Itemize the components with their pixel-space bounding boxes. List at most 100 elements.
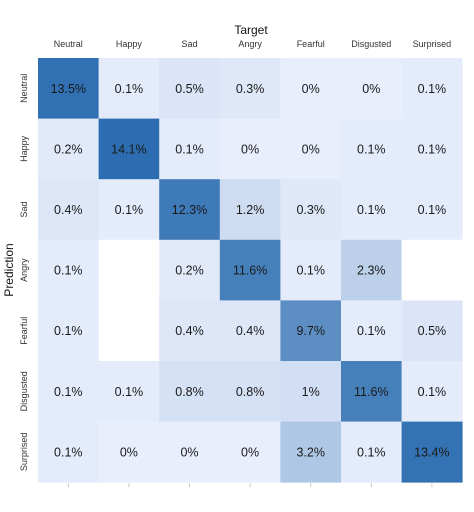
heatmap-cell (38, 179, 99, 241)
cell-value-label: 12.3% (172, 203, 207, 217)
cell-value-label: 0.1% (418, 82, 447, 96)
heatmap-cell (219, 361, 281, 422)
heatmap-cell (280, 300, 342, 362)
heatmap-cell (159, 58, 221, 119)
cell-value-label: 0.3% (236, 82, 265, 96)
heatmap-cell (38, 361, 99, 422)
x-axis-ticks: Neutral Happy Sad Angry Fearful Disgusted Surp… (54, 39, 451, 488)
heatmap-cell (341, 58, 402, 119)
cell-value-label: 0.1% (418, 142, 447, 156)
cell-value-label: 0.1% (357, 445, 386, 459)
cell-value-label: 0% (362, 82, 380, 96)
cell-value-label: 0.1% (54, 324, 83, 338)
heatmap-cell (401, 58, 463, 119)
cell-value-label: 0.3% (296, 203, 325, 217)
x-tick-label: Fearful (297, 39, 325, 49)
x-tick-label: Disgusted (351, 39, 391, 49)
heatmap-cell (401, 300, 463, 362)
heatmap-cell (341, 118, 402, 180)
cell-value-label: 0.1% (54, 264, 83, 278)
y-tick-label: Fearful (19, 317, 29, 345)
y-tick-label: Surprised (19, 433, 29, 472)
heatmap-cell (219, 421, 281, 483)
heatmap-cell (401, 179, 463, 241)
cell-value-label: 0% (180, 445, 198, 459)
heatmap-cell (401, 118, 463, 180)
heatmap-cell (341, 239, 402, 301)
cell-value-label: 1% (302, 385, 320, 399)
heatmap-cell (98, 58, 160, 119)
cell-value-label: 3.2% (296, 445, 325, 459)
cell-value-label: 0.1% (115, 203, 144, 217)
heatmap-cell (280, 118, 342, 180)
cell-value-label: 0.1% (296, 264, 325, 278)
heatmap-cell (219, 300, 281, 362)
heatmap-cell (219, 118, 281, 180)
heatmap-cell (38, 58, 99, 119)
heatmap-cell (401, 421, 463, 483)
cell-value-label: 9.7% (296, 324, 325, 338)
x-tick-label: Happy (116, 39, 143, 49)
heatmap-cell-labels: 13.5% 0.1% 0.5% 0.3% 0% 0% 0.1% 0.2% 14.1% 0.1% 0%… (51, 82, 450, 460)
heatmap-cell (98, 179, 160, 241)
cell-value-label: 0.1% (418, 385, 447, 399)
cell-value-label: 13.5% (51, 82, 86, 96)
cell-value-label: 1.2% (236, 203, 265, 217)
heatmap-cell (341, 361, 402, 422)
heatmap-cell (159, 361, 221, 422)
heatmap-cell (280, 361, 342, 422)
heatmap-cell (159, 118, 221, 180)
heatmap-cell (280, 179, 342, 241)
cell-value-label: 0.1% (54, 385, 83, 399)
cell-value-label: 14.1% (111, 142, 146, 156)
cell-value-label: 0.4% (236, 324, 265, 338)
heatmap-cell (341, 300, 402, 362)
x-tick-label: Sad (181, 39, 197, 49)
cell-value-label: 13.4% (414, 445, 449, 459)
y-tick-label: Sad (19, 201, 29, 217)
cell-value-label: 0.5% (418, 324, 447, 338)
heatmap-cell (38, 239, 99, 301)
cell-value-label: 0.5% (175, 82, 204, 96)
x-axis-title: Target (234, 23, 268, 37)
cell-value-label: 0.4% (175, 324, 204, 338)
heatmap-cell (38, 118, 99, 180)
heatmap-cell (401, 239, 463, 301)
heatmap-cell (280, 421, 342, 483)
heatmap-cell (98, 239, 160, 301)
cell-value-label: 0% (241, 142, 259, 156)
cell-value-label: 0% (302, 142, 320, 156)
y-tick-label: Neutral (19, 74, 29, 103)
x-tick-label: Angry (238, 39, 262, 49)
cell-value-label: 0% (302, 82, 320, 96)
heatmap-cell (38, 421, 99, 483)
heatmap-cell (341, 421, 402, 483)
cell-value-label: 0.2% (175, 264, 204, 278)
heatmap-cell (219, 179, 281, 241)
cell-value-label: 0% (120, 445, 138, 459)
y-tick-label: Angry (19, 258, 29, 282)
cell-value-label: 0.1% (54, 445, 83, 459)
heatmap-cell (219, 58, 281, 119)
heatmap-cell (219, 239, 281, 301)
cell-value-label: 0.1% (418, 203, 447, 217)
cell-value-label: 11.6% (354, 385, 389, 399)
cell-value-label: 0.8% (236, 385, 265, 399)
cell-value-label: 0.1% (357, 203, 386, 217)
heatmap-cell (98, 361, 160, 422)
heatmap-cell (98, 118, 160, 180)
cell-value-label: 0% (241, 445, 259, 459)
heatmap-cell (280, 58, 342, 119)
cell-value-label: 0.1% (115, 385, 144, 399)
cell-value-label: 2.3% (357, 264, 386, 278)
cell-value-label: 0.1% (357, 142, 386, 156)
y-axis-title: Prediction (2, 243, 16, 296)
heatmap-cell (98, 300, 160, 362)
x-tick-label: Neutral (54, 39, 83, 49)
heatmap-cell (159, 239, 221, 301)
y-axis-ticks: Neutral Happy Sad Angry Fearful Disgusted Surp… (19, 74, 29, 471)
heatmap-cell (341, 179, 402, 241)
y-tick-label: Happy (19, 135, 29, 162)
cell-value-label: 0.8% (175, 385, 204, 399)
